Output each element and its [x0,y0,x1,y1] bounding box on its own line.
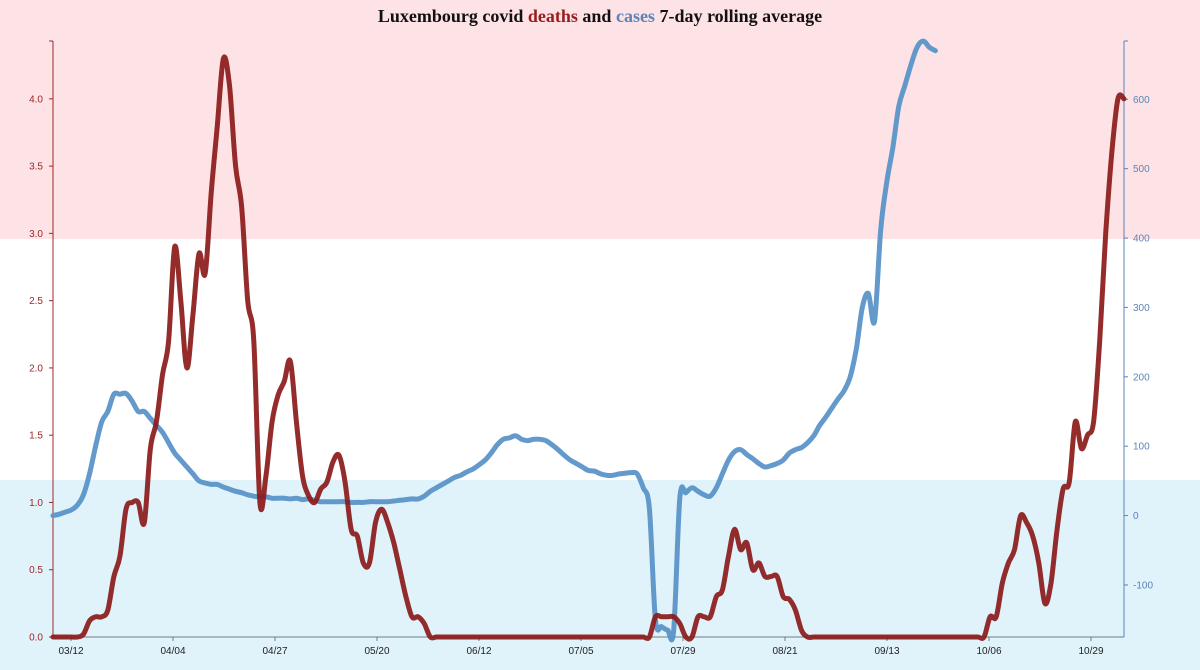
right-y-tick-label: 600 [1133,95,1150,106]
left-y-tick-label: 0.0 [29,633,43,644]
x-tick-label: 07/29 [670,646,695,657]
title-deaths-word: deaths [527,6,578,26]
x-axis-ticks: 03/12 04/04 04/27 05/20 06/12 07/05 07/29 08/21… [58,637,1104,657]
left-y-tick-label: 2.5 [29,296,43,307]
x-tick-label: 10/06 [976,646,1001,657]
right-y-tick-label: 0 [1133,511,1139,522]
right-y-tick-label: -100 [1133,580,1153,591]
left-y-tick-label: 4.0 [29,94,43,105]
right-y-tick-label: 400 [1133,234,1150,245]
deaths-series-line [50,54,1127,642]
x-tick-label: 05/20 [364,646,389,657]
right-y-axis-ticks: -100 0 100 200 300 400 500 600 [1124,40,1153,591]
right-y-tick-label: 100 [1133,442,1150,453]
x-tick-label: 04/27 [262,646,287,657]
background-band-top [0,0,1200,239]
left-y-axis-ticks: 0.0 0.5 1.0 1.5 2.0 2.5 3.0 3.5 4.0 [29,40,53,644]
x-tick-label: 06/12 [466,646,491,657]
left-y-tick-label: 3.0 [29,229,43,240]
left-y-tick-label: 3.5 [29,162,43,173]
title-cases-word: cases [615,6,655,26]
x-tick-label: 07/05 [568,646,593,657]
left-y-tick-label: 1.0 [29,498,43,509]
right-y-tick-label: 300 [1133,303,1150,314]
title-suffix: 7-day rolling average [654,6,823,26]
right-y-tick-label: 500 [1133,164,1150,175]
left-y-tick-label: 0.5 [29,565,43,576]
right-y-tick-label: 200 [1133,372,1150,383]
left-y-tick-label: 2.0 [29,363,43,374]
title-prefix: Luxembourg covid [377,6,528,26]
x-tick-label: 10/29 [1078,646,1103,657]
chart-title: Luxembourg covid deaths and cases 7-day … [0,6,1200,27]
background-band-middle [0,239,1200,480]
x-tick-label: 09/13 [874,646,899,657]
left-y-tick-label: 1.5 [29,431,43,442]
x-tick-label: 04/04 [160,646,185,657]
series-layer [50,38,1127,643]
cases-series-line [50,38,938,643]
title-middle: and [577,6,616,26]
x-tick-label: 03/12 [58,646,83,657]
x-tick-label: 08/21 [772,646,797,657]
